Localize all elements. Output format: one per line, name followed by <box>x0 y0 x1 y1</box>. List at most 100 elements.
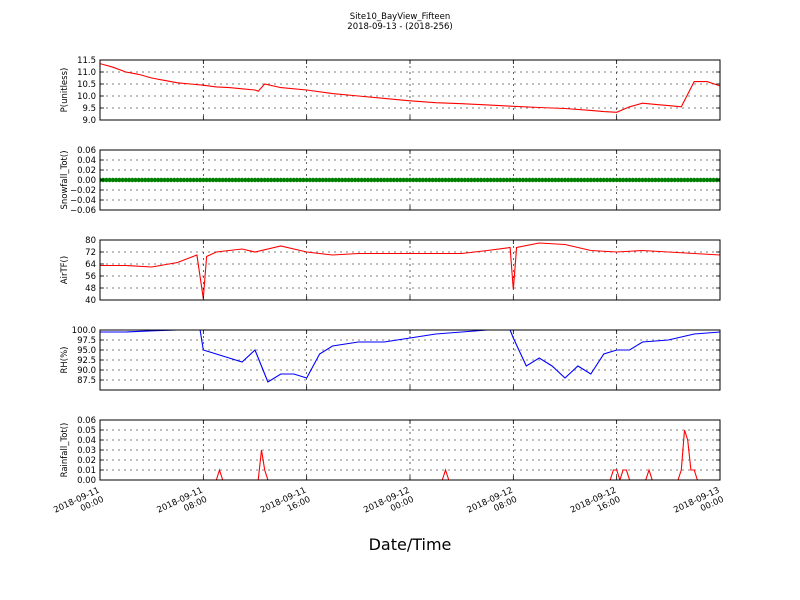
data-point <box>217 177 222 183</box>
data-point <box>572 177 577 183</box>
data-point <box>669 177 674 183</box>
x-tick-label: 2018-09-1200:00 <box>362 486 415 525</box>
data-point <box>627 177 632 183</box>
figure-title: Site10_BayView_Fifteen <box>350 12 451 22</box>
y-tick-label: 10.0 <box>77 92 96 102</box>
data-point <box>197 177 203 183</box>
data-point <box>327 177 332 183</box>
y-tick-label: 97.5 <box>77 336 96 346</box>
data-point <box>407 177 413 183</box>
data-point <box>549 177 555 183</box>
data-point <box>159 177 164 183</box>
data-point <box>401 177 406 183</box>
y-tick-label: −0.02 <box>70 186 96 196</box>
data-point <box>611 177 616 183</box>
data-point <box>540 177 545 183</box>
data-point <box>104 177 109 183</box>
data-point <box>207 177 212 183</box>
data-point <box>210 177 216 183</box>
data-point <box>608 177 613 183</box>
data-point <box>430 177 435 183</box>
data-point <box>637 177 642 183</box>
data-point <box>126 177 132 183</box>
y-tick-label: 0.04 <box>77 436 96 446</box>
data-point <box>675 177 681 183</box>
data-point <box>514 177 519 183</box>
data-point <box>333 177 338 183</box>
data-point <box>704 177 710 183</box>
data-point <box>336 177 342 183</box>
data-point <box>252 177 258 183</box>
data-point <box>165 177 171 183</box>
data-point <box>649 177 655 183</box>
data-point <box>617 177 623 183</box>
data-point <box>624 177 629 183</box>
data-point <box>575 177 581 183</box>
panel-2: −0.06−0.04−0.020.000.020.040.06 Snowfall_… <box>60 146 721 216</box>
data-point <box>398 177 403 183</box>
y-tick-label: 11.0 <box>77 68 96 78</box>
y-tick-label: 95.0 <box>77 346 96 356</box>
data-point <box>310 177 316 183</box>
data-point <box>578 177 584 183</box>
data-point <box>530 177 535 183</box>
x-tick-label: 2018-09-1116:00 <box>259 486 312 525</box>
data-point <box>646 177 652 183</box>
data-point <box>588 177 594 183</box>
data-point <box>491 177 497 183</box>
data-point <box>133 177 138 183</box>
panel-1: 9.0 9.5 10.0 10.5 11.0 11.5 P(unitless) <box>60 56 721 126</box>
data-point <box>453 177 458 183</box>
data-point <box>682 177 687 183</box>
data-point <box>288 177 293 183</box>
data-point <box>527 177 532 183</box>
data-point <box>220 177 225 183</box>
grid <box>99 239 721 301</box>
data-point <box>633 177 639 183</box>
y-axis-label: RH(%) <box>60 346 70 373</box>
data-point <box>304 177 309 183</box>
data-point <box>443 177 448 183</box>
y-tick-label: 90.0 <box>77 366 96 376</box>
data-point <box>517 177 522 183</box>
data-point <box>604 177 610 183</box>
data-point <box>630 177 636 183</box>
data-point <box>701 177 707 183</box>
y-tick-label: 40 <box>85 296 96 306</box>
data-point <box>469 177 474 183</box>
data-point <box>120 177 125 183</box>
data-point <box>411 177 416 183</box>
data-point <box>662 177 668 183</box>
data-point <box>569 177 574 183</box>
data-point <box>123 177 129 183</box>
x-tick-label: 2018-09-1300:00 <box>672 486 725 525</box>
data-point <box>472 177 477 183</box>
data-point <box>388 177 393 183</box>
data-point <box>685 177 690 183</box>
data-point <box>172 177 177 183</box>
data-point <box>524 177 529 183</box>
series <box>100 177 720 183</box>
data-point <box>268 177 274 183</box>
data-point <box>256 177 261 183</box>
y-tick-label: 56 <box>85 272 96 282</box>
data-point <box>449 177 455 183</box>
data-point <box>265 177 271 183</box>
data-point <box>507 177 513 183</box>
data-point <box>591 177 597 183</box>
data-point <box>294 177 300 183</box>
data-point <box>230 177 235 183</box>
data-point <box>320 177 326 183</box>
y-tick-label: 11.5 <box>77 56 96 66</box>
data-point <box>381 177 387 183</box>
data-point <box>236 177 242 183</box>
figure-subtitle: 2018-09-13 - (2018-256) <box>347 22 452 32</box>
data-point <box>262 177 267 183</box>
data-point <box>285 177 290 183</box>
data-point <box>446 177 451 183</box>
data-point <box>246 177 251 183</box>
y-tick-label: 64 <box>85 260 96 270</box>
y-tick-label: 0.03 <box>77 446 96 456</box>
y-tick-label: 0.00 <box>77 176 96 186</box>
